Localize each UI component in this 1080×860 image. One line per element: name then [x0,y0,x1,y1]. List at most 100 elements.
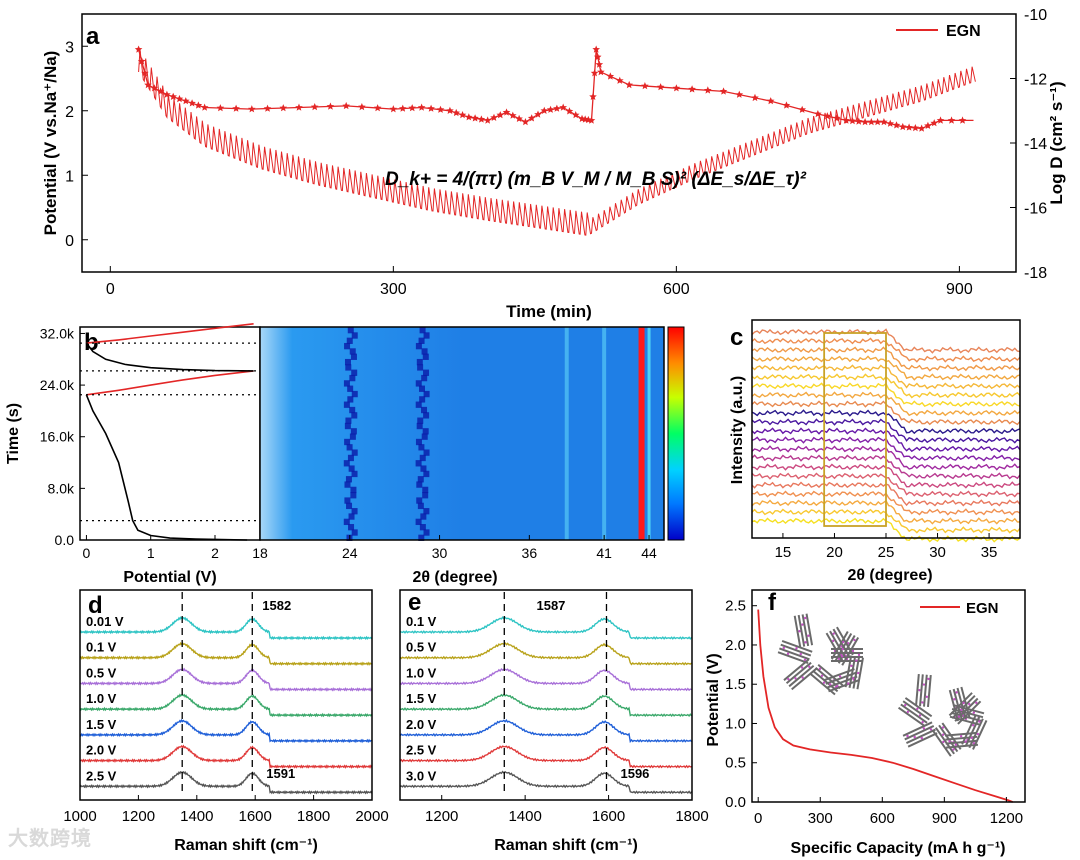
ion-dot [832,639,835,643]
peak-band [415,518,422,526]
logd-point [263,104,272,112]
logd-point [735,90,744,98]
peak-band [343,518,350,526]
graphite-layer [948,689,960,722]
graphite-cluster [825,626,854,662]
y-tick-label: 0.0 [725,794,746,811]
peak-band [349,433,356,440]
trace-label: 2.5 V [406,743,437,758]
logd-point [782,101,791,109]
ion-dot [800,666,804,669]
x-tick-label: 0 [83,545,91,561]
y-tick-label: 1 [65,168,74,185]
logd-point [156,87,165,95]
peak-band [419,327,426,334]
peak-band [350,486,357,494]
graphite-layer [900,703,928,724]
panel-b: 0 1 2 0.0 8.0k 16.0k 24.0k 32.0k Potential (V) Ti… [5,323,664,586]
peak-label: 1582 [262,598,291,613]
legend-label: EGN [966,600,999,617]
ion-dot [836,684,839,688]
ion-dot [960,708,963,711]
logd-point [766,97,775,105]
logd-point [446,106,454,114]
x-tick-label: 30 [432,545,448,561]
x-tick-label: 1200 [425,808,458,825]
ion-dot [820,674,824,677]
logd-point [625,80,633,89]
peak-band [348,513,355,520]
y-tick-label: 32.0k [40,325,75,341]
raman-trace [400,693,693,717]
logd-point [458,111,467,119]
ion-dot [841,640,845,644]
ion-dot [916,707,919,710]
panel-b-map: 18 24 30 36 41 44 2θ (degree) [252,326,685,586]
ion-dot [906,710,910,714]
peak-band [345,364,352,371]
peak-band [345,476,352,483]
logd-point [886,119,894,127]
y-tick-label: 2 [65,104,74,121]
logd-point [279,104,288,112]
logd-point [867,118,876,126]
ion-dot [838,675,842,678]
logd-point [373,104,382,112]
x-tick-label: 15 [775,544,792,561]
graphite-layer [923,674,928,707]
ion-dot [818,667,822,671]
peak-band [423,412,430,419]
peak-band [351,369,358,376]
graphite-layer [945,743,979,749]
peak-band-red [638,327,645,540]
x-axis-title: 2θ (degree) [412,569,497,586]
logd-point [389,105,398,113]
peak-band [344,422,351,430]
peak-band [418,534,425,541]
logd-point [509,111,517,119]
raman-trace [80,744,373,770]
panel-a: 0 300 600 900 0 1 2 3 -10 -12 -14 -16 -18 Time (min) P… [41,7,1066,321]
ion-dot [918,688,921,692]
logd-point [873,118,882,126]
watermark: 大数跨境 [8,828,92,850]
x-tick-label: 900 [946,281,973,298]
y2-tick-label: -14 [1024,136,1047,153]
logd-point [540,106,549,114]
peak-band [420,465,427,472]
graphite-layer [968,718,984,749]
peak-band [423,470,430,478]
graphite-layer [906,728,936,744]
y2-tick-label: -18 [1024,265,1047,282]
logd-point [515,114,523,122]
y-tick-label: 0 [65,233,74,250]
heatmap-bg [260,327,664,540]
peak-band [647,327,651,540]
graphite-layer [791,668,817,691]
graphite-cluster [915,673,932,708]
peak-band [349,348,356,355]
ion-dot [798,629,801,633]
x-tick-label: 36 [522,545,538,561]
peak-band [344,358,351,366]
graphite-layer [934,727,955,755]
graphite-cluster [961,714,988,750]
y2-tick-label: -10 [1024,7,1047,24]
panel-label-d: d [88,592,103,619]
x-tick-label: 41 [596,545,612,561]
peak-band [343,460,350,467]
trace-label: 1.5 V [406,691,437,706]
peak-band [351,332,358,339]
peak-band [344,342,351,350]
peak-band [346,444,353,451]
ion-dot [804,641,807,644]
ion-dot [787,677,790,681]
logd-point [134,45,143,53]
x-tick-label: 1400 [180,808,213,825]
y-tick-label: 2.5 [725,598,746,615]
ion-dot [929,728,933,731]
graphite-cluster [897,697,933,727]
logd-point [814,110,822,118]
logd-point [832,114,841,122]
graphite-layer [856,657,864,690]
